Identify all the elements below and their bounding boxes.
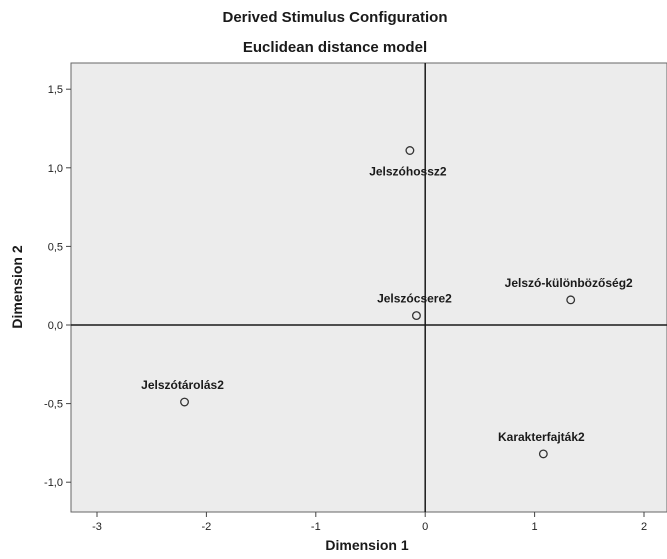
data-point-label: Jelszótárolás2 (141, 378, 224, 392)
data-point (566, 295, 576, 305)
data-point-label: Jelszóhossz2 (369, 165, 447, 179)
chart-subtitle: Euclidean distance model (243, 39, 427, 56)
x-tick-label: 2 (641, 521, 647, 533)
data-point-label: Jelszócsere2 (377, 292, 452, 306)
y-tick-label: -0,5 (44, 399, 63, 411)
data-point-label: Karakterfajták2 (498, 430, 585, 444)
data-point (180, 397, 189, 407)
x-tick-label: -2 (202, 521, 212, 533)
x-tick-label: -1 (311, 521, 321, 533)
y-tick-label: 0,5 (48, 241, 63, 253)
data-point (538, 449, 548, 459)
x-tick-label: 0 (422, 521, 428, 533)
data-point (411, 311, 421, 321)
x-tick-label: -3 (92, 521, 102, 533)
y-tick-label: 0,0 (48, 320, 63, 332)
y-axis-title: Dimension 2 (9, 245, 25, 328)
points-layer: Jelszóhossz2 Jelszócsere2 Jelszó-különböző… (141, 146, 633, 459)
data-point-label: Jelszó-különbözőség2 (505, 276, 633, 290)
x-axis-title: Dimension 1 (325, 537, 408, 553)
plot-area (70, 62, 667, 513)
data-point (405, 146, 415, 155)
x-tick-label: 1 (532, 521, 538, 533)
chart-title: Derived Stimulus Configuration (222, 9, 447, 26)
y-tick-label: 1,0 (48, 163, 63, 175)
y-tick-label: 1,5 (48, 84, 63, 96)
tick-layer: -3 -2 -1 0 1 2 -1,0 -0,5 0,0 0,5 1,0 1,5 (44, 84, 647, 533)
y-tick-label: -1,0 (44, 477, 63, 489)
